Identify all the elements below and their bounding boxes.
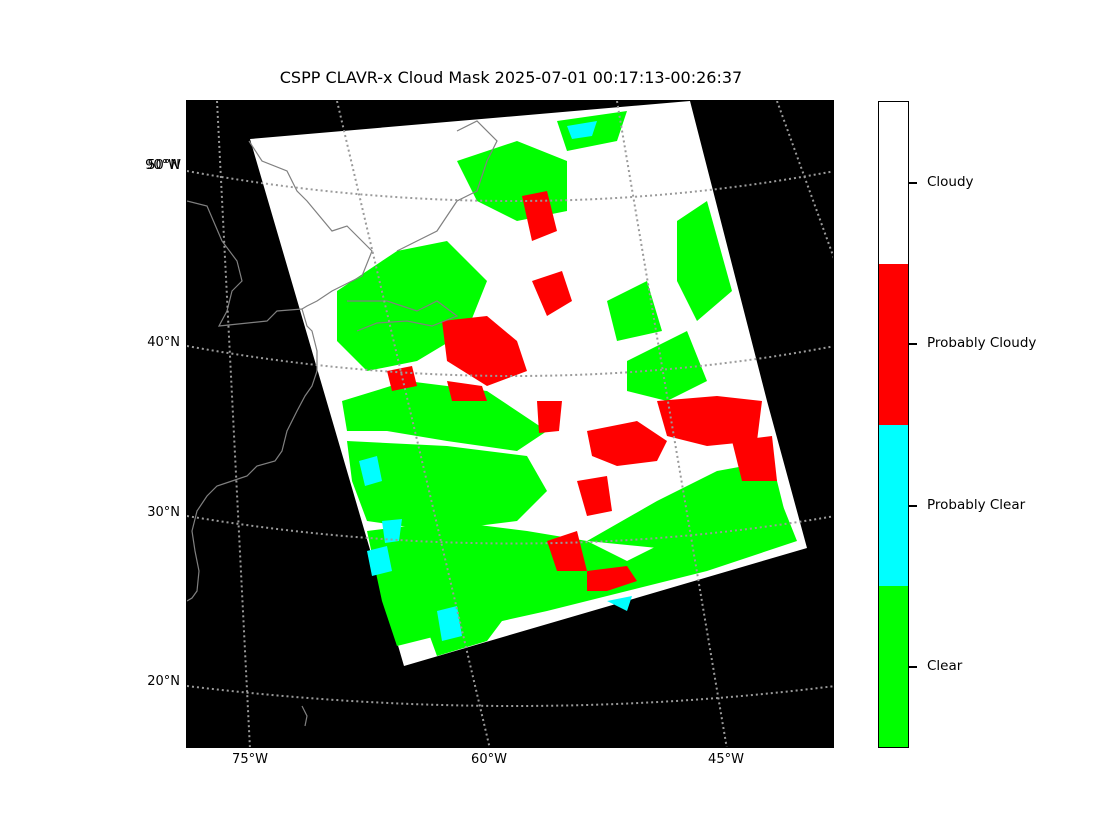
colorbar-tick-probably-cloudy bbox=[909, 343, 917, 345]
lon-label-75w: 75°W bbox=[232, 752, 268, 767]
gridline-lon-60 bbox=[336, 101, 491, 747]
gridline-lat-40 bbox=[187, 345, 833, 377]
lat-label-90w: 90°W bbox=[145, 158, 181, 173]
coastlines bbox=[187, 120, 498, 727]
colorbar-segment-probably-clear bbox=[879, 425, 908, 586]
colorbar-label-cloudy: Cloudy bbox=[927, 174, 974, 190]
gridline-lat-50 bbox=[187, 170, 833, 202]
colorbar bbox=[878, 101, 909, 748]
colorbar-tick-cloudy bbox=[909, 182, 917, 184]
colorbar-segment-clear bbox=[879, 586, 908, 747]
probably-cloudy-regions bbox=[387, 191, 777, 591]
colorbar-label-probably-clear: Probably Clear bbox=[927, 497, 1026, 513]
lat-label-30n: 30°N bbox=[147, 505, 180, 520]
lat-label-40n: 40°N bbox=[147, 335, 180, 350]
swath bbox=[250, 101, 807, 666]
colorbar-tick-clear bbox=[909, 666, 917, 668]
lat-label-50n: 50°N bbox=[147, 158, 180, 173]
colorbar-label-clear: Clear bbox=[927, 658, 963, 674]
lon-label-45w: 45°W bbox=[708, 752, 744, 767]
colorbar-segment-probably-cloudy bbox=[879, 264, 908, 425]
lat-label-20n: 20°N bbox=[147, 674, 180, 689]
map-panel[interactable] bbox=[186, 100, 834, 748]
gridline-lon-extra bbox=[776, 101, 833, 259]
colorbar-tick-probably-clear bbox=[909, 505, 917, 507]
colorbar-label-probably-cloudy: Probably Cloudy bbox=[927, 335, 1037, 351]
gridline-lat-30 bbox=[187, 515, 833, 545]
colorbar-segment-cloudy bbox=[879, 102, 908, 264]
map-canvas bbox=[187, 101, 833, 747]
lon-label-60w: 60°W bbox=[471, 752, 507, 767]
map-title: CSPP CLAVR-x Cloud Mask 2025-07-01 00:17… bbox=[279, 68, 743, 87]
clear-regions bbox=[337, 111, 797, 656]
graticule bbox=[187, 101, 833, 747]
probably-clear-regions bbox=[359, 121, 632, 641]
gridline-lon-75 bbox=[216, 101, 251, 747]
